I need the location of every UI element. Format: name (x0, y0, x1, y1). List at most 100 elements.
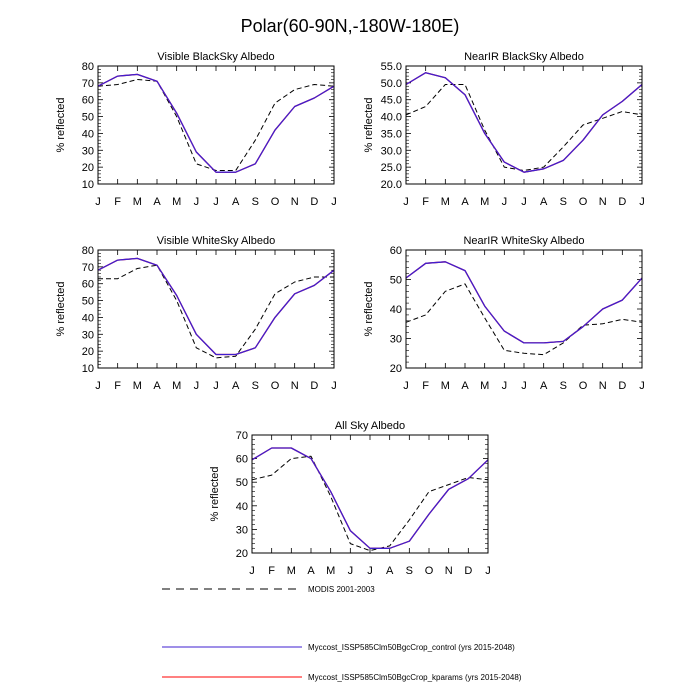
x-tick-label: M (172, 380, 181, 392)
legend: MODIS 2001-2003 Myccost_ISSP585Clm50BgcC… (162, 585, 522, 682)
series-line-modis (251, 455, 489, 552)
x-tick-label: A (153, 196, 161, 208)
figure-title: Polar(60-90N,-180W-180E) (241, 16, 460, 36)
y-tick-label: 50.0 (381, 78, 402, 90)
x-tick-label: A (232, 196, 240, 208)
y-tick-label: 50 (82, 112, 94, 124)
x-tick-label: F (268, 565, 275, 577)
x-tick-label: A (540, 196, 548, 208)
x-tick-label: M (133, 380, 142, 392)
x-tick-label: A (386, 565, 394, 577)
x-tick-label: M (480, 380, 489, 392)
x-tick-label: O (271, 196, 280, 208)
x-tick-label: J (521, 380, 527, 392)
x-tick-label: M (441, 380, 450, 392)
series-line-control (251, 447, 489, 549)
y-tick-label: 40 (236, 501, 248, 513)
x-tick-label: D (618, 196, 626, 208)
x-tick-label: S (252, 196, 259, 208)
y-tick-label: 60 (82, 95, 94, 107)
x-tick-label: F (114, 380, 121, 392)
x-tick-label: A (461, 196, 469, 208)
y-tick-label: 50 (236, 477, 248, 489)
y-axis-label: % reflected (363, 281, 375, 336)
y-axis-label: % reflected (55, 281, 67, 336)
plot-frame (405, 249, 643, 369)
y-tick-label: 70 (82, 78, 94, 90)
x-tick-label: N (599, 380, 607, 392)
x-tick-label: D (618, 380, 626, 392)
panel-visible-whitesky: Visible WhiteSky Albedo % reflected 10 20 30… (55, 235, 337, 392)
plot-frame (97, 249, 335, 369)
series-line-kparams (405, 261, 643, 344)
x-tick-label: M (441, 196, 450, 208)
series-line-control (405, 261, 643, 344)
x-tick-label: A (461, 380, 469, 392)
y-tick-label: 30.0 (381, 145, 402, 157)
series-line-control (97, 257, 335, 356)
y-tick-label: 20 (390, 363, 402, 375)
y-axis-label: % reflected (55, 97, 67, 152)
x-tick-label: J (213, 380, 219, 392)
series-line-control (405, 72, 643, 173)
legend-label-kparams: Myccost_ISSP585Clm50BgcCrop_kparams (yrs… (308, 673, 522, 682)
series-line-modis (405, 283, 643, 356)
x-tick-label: D (310, 380, 318, 392)
series-line-modis (97, 79, 335, 171)
x-tick-label: S (560, 380, 567, 392)
x-tick-label: N (291, 380, 299, 392)
y-tick-label: 40.0 (381, 112, 402, 124)
x-tick-label: D (310, 196, 318, 208)
x-tick-label: A (540, 380, 548, 392)
series-line-kparams (97, 257, 335, 356)
y-tick-label: 40 (82, 128, 94, 140)
y-tick-label: 10 (82, 363, 94, 375)
panel-nearir-blacksky: NearIR BlackSky Albedo % reflected 20.0 25.… (363, 51, 645, 208)
x-tick-label: J (331, 196, 337, 208)
y-tick-label: 45.0 (381, 95, 402, 107)
y-tick-label: 40 (390, 304, 402, 316)
series-line-modis (98, 264, 334, 359)
y-tick-label: 80 (82, 61, 94, 73)
plot-frame (97, 65, 335, 185)
y-tick-label: 60 (390, 245, 402, 257)
series-line-control (97, 73, 335, 173)
x-tick-label: S (252, 380, 259, 392)
x-tick-label: O (579, 196, 588, 208)
x-tick-label: A (307, 565, 315, 577)
y-tick-label: 30 (236, 524, 248, 536)
x-tick-label: N (445, 565, 453, 577)
x-tick-label: J (95, 196, 101, 208)
y-tick-label: 70 (236, 430, 248, 442)
legend-label-modis: MODIS 2001-2003 (308, 585, 375, 594)
x-tick-label: M (133, 196, 142, 208)
y-tick-label: 50 (82, 296, 94, 308)
y-tick-label: 20 (82, 162, 94, 174)
x-tick-label: O (579, 380, 588, 392)
x-tick-label: M (287, 565, 296, 577)
x-tick-label: J (639, 196, 645, 208)
series-line-kparams (251, 447, 489, 549)
y-tick-label: 20 (236, 548, 248, 560)
y-tick-label: 30 (82, 145, 94, 157)
x-tick-label: J (331, 380, 337, 392)
panel-title: All Sky Albedo (335, 420, 405, 432)
x-tick-label: J (403, 380, 409, 392)
x-tick-label: M (326, 565, 335, 577)
y-tick-label: 30 (390, 334, 402, 346)
panel-title: Visible BlackSky Albedo (157, 51, 274, 63)
y-tick-label: 40 (82, 312, 94, 324)
x-tick-label: S (560, 196, 567, 208)
series-line-modis (405, 84, 643, 171)
y-tick-label: 60 (82, 279, 94, 291)
x-tick-label: M (480, 196, 489, 208)
chart-panels: Visible BlackSky Albedo % reflected 10 20 30… (55, 51, 645, 577)
x-tick-label: F (422, 196, 429, 208)
x-tick-label: F (114, 196, 121, 208)
x-tick-label: A (153, 380, 161, 392)
y-tick-label: 70 (82, 262, 94, 274)
x-tick-label: O (271, 380, 280, 392)
x-tick-label: J (502, 196, 508, 208)
